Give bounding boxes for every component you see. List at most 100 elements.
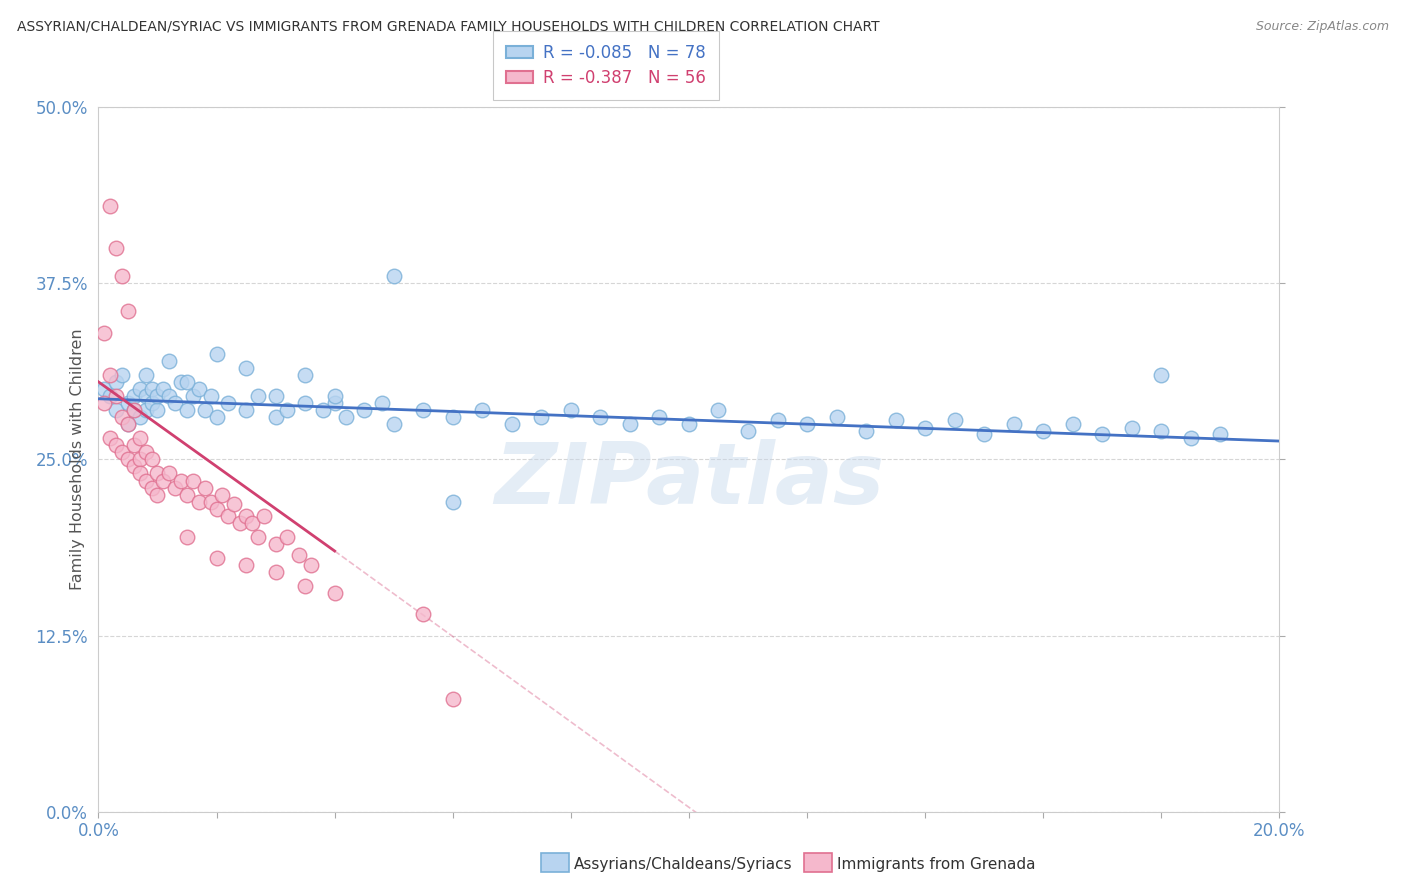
Point: [299, 558, 322, 573]
Point: [157, 467, 180, 481]
Point: [240, 516, 263, 530]
Point: [170, 474, 193, 488]
Point: [1150, 424, 1173, 438]
Point: [194, 403, 217, 417]
Point: [235, 403, 257, 417]
Point: [105, 241, 128, 255]
Point: [176, 403, 198, 417]
Point: [128, 382, 150, 396]
Point: [135, 445, 157, 459]
Y-axis label: Family Households with Children: Family Households with Children: [69, 328, 84, 591]
Point: [914, 421, 936, 435]
Point: [246, 530, 269, 544]
Point: [170, 375, 193, 389]
Point: [98, 389, 121, 403]
Point: [441, 494, 464, 508]
Point: [111, 269, 134, 284]
Point: [146, 467, 169, 481]
Point: [560, 403, 582, 417]
Point: [111, 410, 134, 425]
Point: [128, 431, 150, 445]
Point: [135, 368, 157, 382]
Text: Immigrants from Grenada: Immigrants from Grenada: [837, 857, 1035, 872]
Point: [176, 530, 198, 544]
Point: [187, 494, 209, 508]
Point: [200, 389, 222, 403]
Point: [766, 413, 789, 427]
Point: [205, 551, 228, 566]
Point: [122, 403, 145, 417]
Point: [194, 481, 217, 495]
Point: [146, 487, 169, 501]
Point: [111, 445, 134, 459]
Point: [205, 501, 228, 516]
Point: [1062, 417, 1084, 431]
Point: [117, 417, 139, 431]
Text: Source: ZipAtlas.com: Source: ZipAtlas.com: [1256, 20, 1389, 33]
Point: [412, 607, 434, 622]
Point: [471, 403, 494, 417]
Point: [217, 508, 239, 523]
Point: [122, 389, 145, 403]
Point: [294, 396, 316, 410]
Point: [117, 452, 139, 467]
Point: [264, 389, 287, 403]
Point: [1209, 427, 1232, 442]
Point: [323, 389, 346, 403]
Point: [973, 427, 995, 442]
Point: [93, 382, 115, 396]
Point: [1091, 427, 1114, 442]
Point: [128, 410, 150, 425]
Point: [264, 565, 287, 579]
Point: [157, 389, 180, 403]
Point: [211, 487, 233, 501]
Point: [276, 403, 298, 417]
Point: [619, 417, 641, 431]
Point: [111, 368, 134, 382]
Point: [152, 474, 174, 488]
Text: ASSYRIAN/CHALDEAN/SYRIAC VS IMMIGRANTS FROM GRENADA FAMILY HOUSEHOLDS WITH CHILD: ASSYRIAN/CHALDEAN/SYRIAC VS IMMIGRANTS F…: [17, 20, 880, 34]
Point: [181, 474, 204, 488]
Point: [678, 417, 700, 431]
Point: [176, 375, 198, 389]
Point: [707, 403, 730, 417]
Text: Assyrians/Chaldeans/Syriacs: Assyrians/Chaldeans/Syriacs: [574, 857, 792, 872]
Point: [253, 508, 276, 523]
Point: [884, 413, 907, 427]
Point: [943, 413, 966, 427]
Point: [737, 424, 759, 438]
Point: [141, 396, 163, 410]
Point: [353, 403, 375, 417]
Point: [128, 452, 150, 467]
Point: [135, 389, 157, 403]
Point: [165, 396, 187, 410]
Point: [530, 410, 553, 425]
Point: [122, 403, 145, 417]
Point: [288, 548, 311, 562]
Point: [122, 438, 145, 452]
Point: [235, 558, 257, 573]
Point: [1150, 368, 1173, 382]
Point: [323, 586, 346, 600]
Point: [264, 537, 287, 551]
Point: [217, 396, 239, 410]
Point: [382, 269, 405, 284]
Point: [117, 396, 139, 410]
Point: [589, 410, 612, 425]
Point: [98, 431, 121, 445]
Point: [105, 375, 128, 389]
Point: [235, 360, 257, 375]
Point: [648, 410, 671, 425]
Point: [105, 389, 128, 403]
Point: [382, 417, 405, 431]
Point: [371, 396, 394, 410]
Legend: R = -0.085   N = 78, R = -0.387   N = 56: R = -0.085 N = 78, R = -0.387 N = 56: [494, 31, 720, 100]
Point: [141, 382, 163, 396]
Point: [441, 410, 464, 425]
Point: [825, 410, 848, 425]
Point: [294, 368, 316, 382]
Point: [205, 346, 228, 360]
Point: [152, 382, 174, 396]
Point: [157, 353, 180, 368]
Point: [501, 417, 523, 431]
